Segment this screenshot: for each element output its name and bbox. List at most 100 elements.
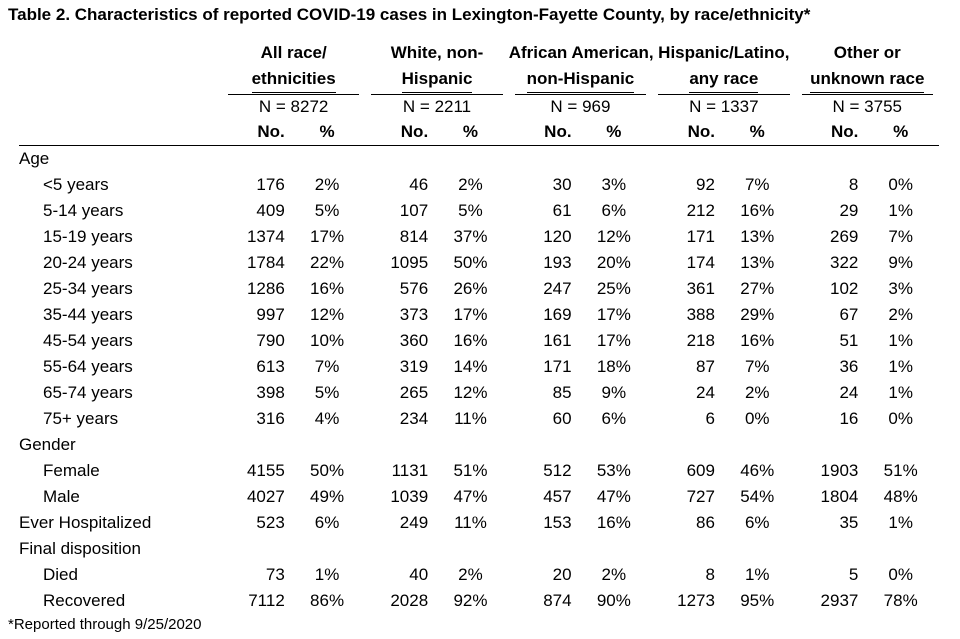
group-header-line1: White, non- (390, 43, 484, 62)
cell-percent: 6% (744, 513, 770, 532)
empty-cell (862, 432, 939, 458)
cell-percent: 6% (314, 513, 340, 532)
table-row: 35-44 years 997 12% 373 17% 169 17% 388 29% 67 2% (19, 302, 939, 328)
covid-characteristics-table: All race/White, non- African American, His… (19, 40, 939, 614)
cell-count: 24 (839, 383, 859, 402)
cell-count: 85 (552, 383, 572, 402)
cell-count: 409 (256, 201, 285, 220)
cell-count: 1374 (246, 227, 285, 246)
cell-count: 373 (399, 305, 429, 324)
cell-percent: 9% (888, 253, 913, 272)
row-label: Female (43, 461, 100, 480)
table-row: Died 73 1% 40 2% 20 2% 8 1% 5 0% (19, 562, 939, 588)
row-label: <5 years (43, 175, 109, 194)
cell-count: 24 (696, 383, 715, 402)
cell-count: 1095 (390, 253, 429, 272)
cell-count: 316 (256, 409, 285, 428)
table-row: 65-74 years 398 5% 265 12% 85 9% 24 2% 24 1% (19, 380, 939, 406)
group-header-line2-text: Hispanic (401, 66, 473, 93)
header-spacer (19, 66, 222, 93)
row-label: 75+ years (43, 409, 119, 428)
empty-cell (289, 536, 366, 562)
table-row: 55-64 years 613 7% 319 14% 171 18% 87 7% 36 1% (19, 354, 939, 380)
table-row: 25-34 years 1286 16% 576 26% 247 25% 361 27% 102 3… (19, 276, 939, 302)
empty-cell (719, 432, 796, 458)
group-header-line2-text: non-Hispanic (526, 66, 635, 93)
cell-count: 265 (399, 383, 429, 402)
cell-percent: 22% (310, 253, 345, 272)
cell-percent: 1% (888, 513, 913, 532)
empty-cell (509, 536, 576, 562)
table-row: <5 years 176 2% 46 2% 30 3% 92 7% 8 0% (19, 172, 939, 198)
cell-count: 398 (256, 383, 285, 402)
group-n-total: N = 2211 (365, 93, 508, 119)
group-n-total-text: N = 3755 (801, 93, 933, 119)
header-row-group-names-1: All race/White, non- African American, His… (19, 40, 939, 66)
cell-percent: 1% (888, 383, 913, 402)
cell-count: 576 (399, 279, 429, 298)
cell-percent: 11% (454, 513, 487, 532)
group-n-total-text: N = 8272 (227, 93, 360, 119)
cell-percent: 16% (310, 279, 345, 298)
empty-cell (508, 145, 576, 172)
cell-percent: 16% (740, 331, 775, 350)
cell-count: 92 (696, 175, 715, 194)
cell-percent: 25% (596, 279, 631, 298)
cell-percent: 47% (596, 487, 631, 506)
table-row: Ever Hospitalized 523 6% 249 11% 153 16% 86 6% 35… (19, 510, 939, 536)
header-row-group-names-2: ethnicities Hispanic non-Hispanic any race u… (19, 66, 939, 93)
cell-percent: 0% (888, 175, 913, 194)
row-label: Died (43, 565, 78, 584)
cell-percent: 11% (454, 409, 487, 428)
cell-percent: 17% (596, 305, 631, 324)
row-label: 55-64 years (43, 357, 133, 376)
col-header-pct: % (319, 122, 335, 141)
empty-cell (719, 536, 796, 562)
cell-percent: 12% (596, 227, 631, 246)
cell-count: 319 (399, 357, 429, 376)
cell-percent: 0% (888, 565, 913, 584)
cell-count: 86 (696, 513, 715, 532)
cell-count: 107 (399, 201, 429, 220)
cell-percent: 2% (314, 175, 340, 194)
cell-percent: 17% (310, 227, 345, 246)
cell-count: 87 (696, 357, 715, 376)
table-row: 75+ years 316 4% 234 11% 60 6% 6 0% 16 0% (19, 406, 939, 432)
empty-cell (862, 536, 939, 562)
cell-count: 523 (256, 513, 285, 532)
group-n-total: N = 969 (509, 93, 652, 119)
group-header-line2: Hispanic (365, 66, 508, 93)
row-label: 45-54 years (43, 331, 133, 350)
group-header-line2-text: unknown race (810, 66, 925, 93)
cell-count: 8 (848, 175, 859, 194)
table-row: Recovered 7112 86% 2028 92% 874 90% 1273 95% 2937… (19, 588, 939, 614)
group-header-line2-text: ethnicities (251, 66, 336, 93)
header-spacer (19, 93, 222, 119)
cell-percent: 47% (453, 487, 488, 506)
section-label: Age (19, 145, 222, 172)
cell-percent: 7% (744, 175, 770, 194)
cell-count: 234 (399, 409, 429, 428)
col-header-no: No. (830, 122, 859, 141)
cell-percent: 46% (740, 461, 775, 480)
group-n-total-text: N = 969 (514, 93, 647, 119)
row-label: 5-14 years (43, 201, 124, 220)
cell-percent: 12% (310, 305, 345, 324)
table-row: 5-14 years 409 5% 107 5% 61 6% 212 16% 29 1% (19, 198, 939, 224)
empty-cell (222, 536, 289, 562)
empty-cell (652, 536, 719, 562)
group-header-line2: unknown race (796, 66, 939, 93)
cell-percent: 5% (314, 201, 340, 220)
cell-percent: 49% (310, 487, 345, 506)
group-n-total-text: N = 1337 (658, 93, 790, 119)
cell-count: 67 (839, 305, 859, 324)
empty-cell (222, 432, 289, 458)
cell-percent: 2% (888, 305, 913, 324)
cell-percent: 7% (888, 227, 913, 246)
cell-count: 61 (552, 201, 572, 220)
cell-percent: 27% (740, 279, 775, 298)
cell-percent: 3% (601, 175, 627, 194)
section-label: Final disposition (19, 539, 141, 558)
cell-percent: 4% (314, 409, 340, 428)
col-header-no: No. (257, 122, 285, 141)
